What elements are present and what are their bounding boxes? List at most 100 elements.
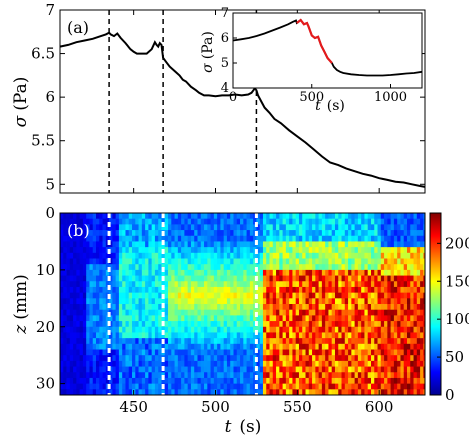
heatmap-cell (217, 235, 221, 242)
heatmap-cell (118, 258, 123, 265)
heatmap-cell (168, 372, 172, 379)
heatmap-cell (348, 230, 352, 237)
heatmap-cell (112, 298, 117, 305)
heatmap-cell (279, 281, 283, 288)
heatmap-cell (174, 304, 179, 311)
heatmap-cell (226, 304, 231, 311)
heatmap-cell (344, 372, 349, 379)
heatmap-cell (393, 235, 398, 242)
heatmap-cell (305, 349, 310, 356)
heatmap-cell (63, 321, 67, 328)
heatmap-cell (161, 298, 166, 305)
heatmap-cell (99, 349, 103, 356)
heatmap-cell (220, 309, 225, 316)
heatmap-cell (361, 235, 365, 242)
heatmap-cell (122, 241, 126, 248)
heatmap-cell (204, 224, 208, 231)
heatmap-cell (246, 372, 251, 379)
heatmap-cell (292, 264, 297, 271)
heatmap-cell (213, 264, 218, 271)
heatmap-cell (256, 241, 261, 248)
heatmap-cell (344, 213, 349, 220)
heatmap-cell (161, 235, 166, 242)
heatmap-cell (60, 326, 64, 333)
heatmap-cell (112, 241, 117, 248)
heatmap-cell (125, 252, 130, 259)
heatmap-cell (151, 269, 156, 276)
panel-b-xtick-label-3: 600 (365, 398, 394, 416)
heatmap-cell (171, 349, 175, 356)
heatmap-cell (158, 343, 162, 350)
heatmap-cell (223, 298, 228, 305)
heatmap-cell (266, 332, 270, 339)
heatmap-cell (269, 349, 274, 356)
heatmap-cell (338, 281, 342, 288)
heatmap-cell (354, 247, 359, 254)
heatmap-cell (154, 275, 159, 282)
heatmap-cell (367, 321, 372, 328)
heatmap-cell (331, 264, 336, 271)
heatmap-cell (243, 377, 247, 385)
heatmap-cell (292, 349, 297, 356)
heatmap-cell (223, 355, 228, 362)
heatmap-cell (204, 343, 208, 350)
heatmap-cell (89, 326, 94, 333)
heatmap-cell (292, 252, 297, 259)
heatmap-cell (416, 230, 421, 237)
heatmap-cell (243, 332, 247, 339)
heatmap-cell (69, 309, 74, 316)
heatmap-cell (315, 241, 320, 248)
heatmap-cell (387, 252, 392, 259)
heatmap-cell (230, 275, 234, 282)
heatmap-cell (60, 383, 64, 390)
heatmap-cell (246, 338, 251, 345)
heatmap-cell (66, 247, 71, 254)
heatmap-cell (305, 258, 310, 265)
heatmap-cell (338, 349, 342, 356)
heatmap-cell (312, 321, 316, 328)
heatmap-cell (423, 218, 425, 225)
heatmap-cell (89, 224, 94, 231)
heatmap-cell (367, 309, 372, 316)
heatmap-cell (115, 383, 120, 390)
heatmap-cell (171, 383, 175, 390)
heatmap-cell (89, 315, 94, 322)
heatmap-cell (207, 264, 211, 271)
heatmap-cell (230, 383, 234, 390)
heatmap-cell (118, 264, 123, 271)
heatmap-cell (125, 304, 130, 311)
heatmap-cell (413, 218, 418, 225)
heatmap-cell (321, 247, 326, 254)
heatmap-cell (416, 315, 421, 322)
heatmap-cell (370, 264, 375, 271)
heatmap-cell (184, 213, 189, 220)
heatmap-cell (243, 321, 247, 328)
heatmap-cell (334, 321, 339, 328)
heatmap-cell (407, 281, 411, 288)
heatmap-cell (361, 377, 365, 385)
heatmap-cell (223, 218, 228, 225)
heatmap-cell (158, 383, 162, 390)
heatmap-cell (86, 338, 90, 345)
heatmap-cell (76, 321, 81, 328)
heatmap-cell (128, 298, 133, 305)
heatmap-cell (154, 366, 159, 373)
heatmap-cell (112, 304, 117, 311)
heatmap-cell (243, 247, 247, 254)
heatmap-cell (292, 309, 297, 316)
heatmap-cell (361, 349, 365, 356)
heatmap-cell (69, 230, 74, 237)
heatmap-cell (259, 298, 264, 305)
heatmap-cell (292, 235, 297, 242)
heatmap-cell (308, 355, 313, 362)
heatmap-cell (256, 213, 261, 220)
heatmap-cell (122, 281, 126, 288)
heatmap-cell (197, 383, 202, 390)
heatmap-cell (272, 383, 277, 390)
heatmap-cell (73, 377, 77, 385)
heatmap-cell (76, 252, 81, 259)
heatmap-cell (305, 338, 310, 345)
heatmap-cell (174, 247, 179, 254)
heatmap-cell (318, 366, 323, 373)
heatmap-cell (154, 309, 159, 316)
